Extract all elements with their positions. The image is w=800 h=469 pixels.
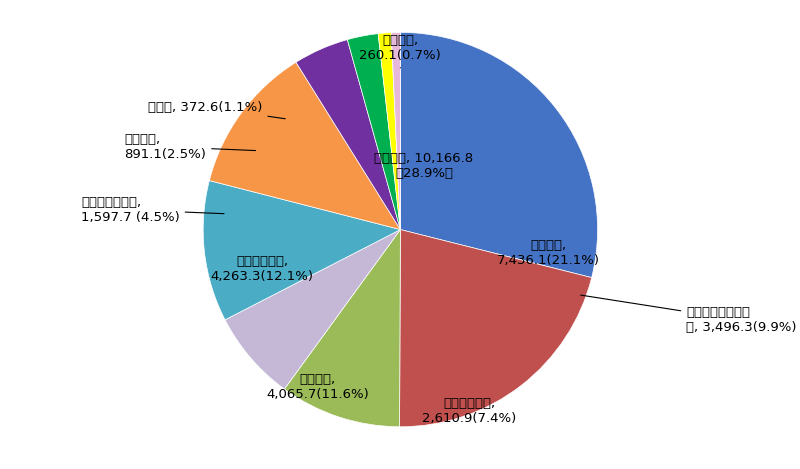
Wedge shape xyxy=(203,181,400,320)
Text: その他, 372.6(1.1%): その他, 372.6(1.1%) xyxy=(148,101,286,119)
Text: 間接経費,
260.1(0.7%): 間接経費, 260.1(0.7%) xyxy=(359,34,442,68)
Wedge shape xyxy=(378,32,400,229)
Text: 文化・マスコミ,
1,597.7 (4.5%): 文化・マスコミ, 1,597.7 (4.5%) xyxy=(81,196,224,224)
Text: 大学教育,
4,065.7(11.6%): 大学教育, 4,065.7(11.6%) xyxy=(266,373,369,401)
Text: 奨学金・貸付,
4,263.3(12.1%): 奨学金・貸付, 4,263.3(12.1%) xyxy=(211,255,314,283)
Wedge shape xyxy=(400,32,598,278)
Text: 中等教育,
7,436.1(21.1%): 中等教育, 7,436.1(21.1%) xyxy=(497,239,600,267)
Wedge shape xyxy=(225,229,400,389)
Wedge shape xyxy=(391,32,400,229)
Text: 職業教育・成人教
育, 3,496.3(9.9%): 職業教育・成人教 育, 3,496.3(9.9%) xyxy=(581,295,797,334)
Wedge shape xyxy=(210,62,400,229)
Wedge shape xyxy=(296,39,400,229)
Wedge shape xyxy=(347,34,400,229)
Wedge shape xyxy=(284,229,400,427)
Text: 科学研究,
891.1(2.5%): 科学研究, 891.1(2.5%) xyxy=(124,133,256,161)
Text: 初等教育, 10,166.8
（28.9%）: 初等教育, 10,166.8 （28.9%） xyxy=(374,152,474,181)
Text: 専門高等教育,
2,610.9(7.4%): 専門高等教育, 2,610.9(7.4%) xyxy=(422,397,517,425)
Wedge shape xyxy=(399,229,592,427)
